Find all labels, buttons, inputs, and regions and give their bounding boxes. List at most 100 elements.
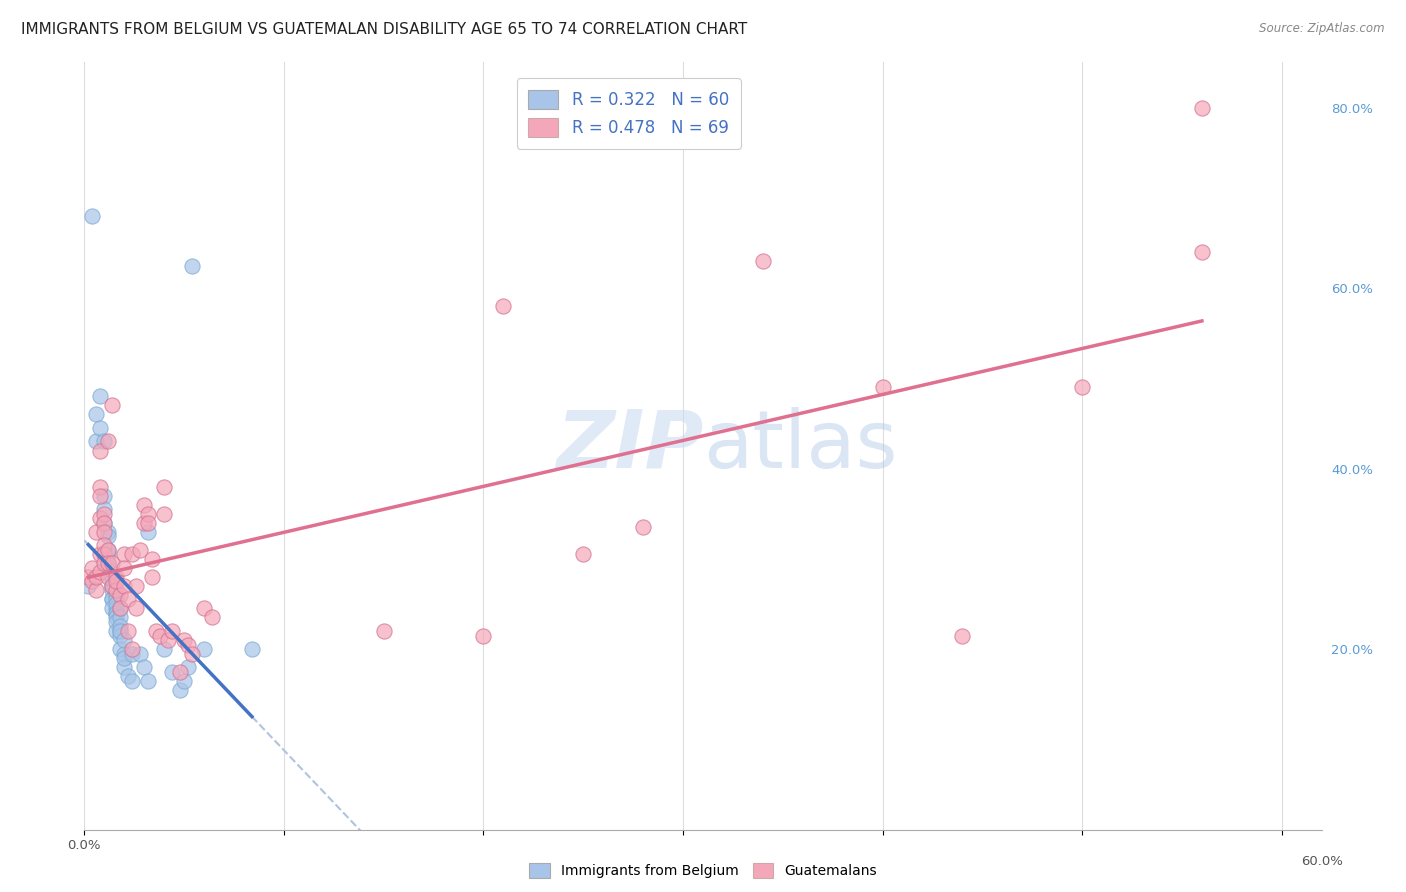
Legend: Immigrants from Belgium, Guatemalans: Immigrants from Belgium, Guatemalans: [522, 856, 884, 885]
Point: [101, 601, 124, 615]
Point: [157, 633, 180, 648]
Point: [153, 507, 176, 521]
Point: [134, 498, 156, 512]
Point: [93, 547, 115, 561]
Point: [110, 624, 132, 638]
Text: 60.0%: 60.0%: [1301, 855, 1343, 868]
Point: [93, 516, 115, 530]
Point: [112, 633, 135, 648]
Point: [93, 538, 115, 552]
Point: [93, 489, 115, 503]
Legend: R = 0.322   N = 60, R = 0.478   N = 69: R = 0.322 N = 60, R = 0.478 N = 69: [517, 78, 741, 149]
Point: [105, 588, 128, 602]
Point: [82, 574, 104, 589]
Point: [160, 665, 183, 679]
Point: [82, 209, 104, 223]
Point: [86, 434, 108, 449]
Point: [101, 592, 124, 607]
Point: [572, 547, 595, 561]
Point: [105, 597, 128, 611]
Point: [105, 570, 128, 584]
Point: [110, 588, 132, 602]
Point: [101, 579, 124, 593]
Text: ZIP: ZIP: [555, 407, 703, 485]
Point: [86, 524, 108, 539]
Point: [89, 421, 111, 435]
Point: [101, 566, 124, 580]
Point: [97, 542, 120, 557]
Point: [101, 579, 124, 593]
Point: [752, 254, 775, 268]
Point: [173, 673, 195, 688]
Point: [97, 570, 120, 584]
Point: [631, 520, 654, 534]
Point: [105, 601, 128, 615]
Point: [153, 480, 176, 494]
Point: [97, 434, 120, 449]
Point: [89, 547, 111, 561]
Point: [110, 601, 132, 615]
Point: [134, 660, 156, 674]
Point: [112, 547, 135, 561]
Point: [169, 682, 191, 697]
Point: [89, 443, 111, 458]
Point: [105, 583, 128, 598]
Point: [97, 561, 120, 575]
Point: [177, 638, 200, 652]
Point: [97, 524, 120, 539]
Point: [77, 579, 100, 593]
Point: [101, 398, 124, 412]
Point: [105, 624, 128, 638]
Point: [160, 624, 183, 638]
Point: [136, 524, 159, 539]
Point: [93, 507, 115, 521]
Point: [89, 489, 111, 503]
Point: [129, 542, 152, 557]
Point: [101, 574, 124, 589]
Point: [105, 610, 128, 624]
Point: [1191, 244, 1213, 259]
Point: [89, 480, 111, 494]
Point: [129, 647, 152, 661]
Point: [134, 516, 156, 530]
Point: [86, 408, 108, 422]
Text: IMMIGRANTS FROM BELGIUM VS GUATEMALAN DISABILITY AGE 65 TO 74 CORRELATION CHART: IMMIGRANTS FROM BELGIUM VS GUATEMALAN DI…: [21, 22, 748, 37]
Point: [93, 434, 115, 449]
Point: [149, 628, 172, 642]
Point: [97, 547, 120, 561]
Point: [110, 642, 132, 657]
Point: [153, 642, 176, 657]
Point: [240, 642, 263, 657]
Point: [145, 624, 167, 638]
Point: [201, 610, 224, 624]
Point: [177, 660, 200, 674]
Point: [89, 566, 111, 580]
Point: [1191, 101, 1213, 115]
Point: [82, 561, 104, 575]
Point: [105, 574, 128, 589]
Point: [121, 673, 143, 688]
Point: [105, 592, 128, 607]
Point: [136, 516, 159, 530]
Point: [101, 557, 124, 571]
Point: [97, 529, 120, 543]
Point: [77, 570, 100, 584]
Point: [105, 606, 128, 620]
Point: [89, 511, 111, 525]
Point: [93, 524, 115, 539]
Point: [136, 673, 159, 688]
Text: Source: ZipAtlas.com: Source: ZipAtlas.com: [1260, 22, 1385, 36]
Point: [110, 601, 132, 615]
Point: [97, 557, 120, 571]
Point: [141, 551, 163, 566]
Point: [125, 601, 148, 615]
Point: [121, 547, 143, 561]
Point: [97, 557, 120, 571]
Point: [93, 557, 115, 571]
Point: [169, 665, 191, 679]
Point: [86, 583, 108, 598]
Point: [125, 579, 148, 593]
Point: [492, 299, 515, 313]
Point: [105, 606, 128, 620]
Text: atlas: atlas: [703, 407, 897, 485]
